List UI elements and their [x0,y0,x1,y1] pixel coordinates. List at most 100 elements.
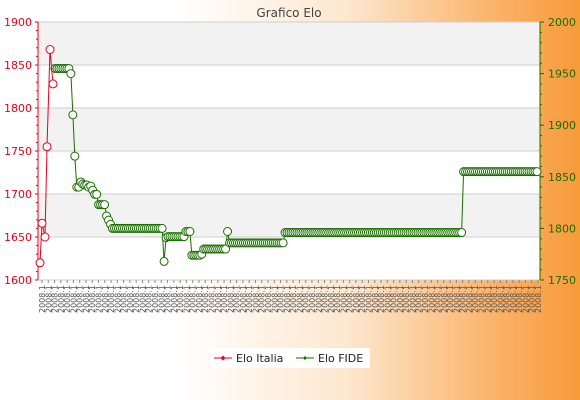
x-tick-label: 2008.1 [258,285,267,313]
fide-point [70,151,80,161]
italia-point [40,232,50,242]
x-tick-label: 2008.1 [440,285,449,313]
x-tick-label: 2008.1 [107,285,116,313]
right-axis: 1750 1800 1850 1900 1950 2000 [539,16,576,287]
x-tick-label: 2008.1 [346,285,355,313]
x-tick-label: 2008.1 [333,285,342,313]
x-tick-label: 2008.1 [509,285,518,313]
x-tick-label: 2008.1 [308,285,317,313]
italia-line [39,49,54,263]
italia-point [45,45,55,55]
x-tick-label: 2008.1 [251,285,260,313]
x-tick-label: 2008.1 [95,285,104,313]
x-tick-label: 2008.1 [396,285,405,313]
x-tick-label: 2008.1 [101,285,110,313]
x-tick-label: 2008.1 [415,285,424,313]
fide-point [223,226,233,236]
right-tick-label: 1750 [548,274,576,287]
x-tick-label: 2008.1 [189,285,198,313]
right-tick-label: 1800 [548,222,576,235]
fide-point [157,223,167,233]
x-tick-label: 2008.1 [515,285,524,313]
x-tick-label: 2008.1 [126,285,135,313]
x-tick-label: 2008.1 [496,285,505,313]
x-tick-label: 2008.1 [145,285,154,313]
x-tick-label: 2008.1 [44,285,53,313]
x-tick-label: 2008.1 [138,285,147,313]
left-tick-label: 1800 [4,102,32,115]
x-tick-label: 2008.1 [452,285,461,313]
legend-svg: Elo Italia Elo FIDE [214,352,363,365]
x-tick-label: 2008.1 [226,285,235,313]
left-tick-label: 1750 [4,145,32,158]
x-tick-label: 2008.1 [283,285,292,313]
x-tick-label: 2008.1 [51,285,60,313]
x-tick-label: 2008.1 [120,285,129,313]
right-tick-label: 1850 [548,171,576,184]
fide-point [66,69,76,79]
series-elo-fide [50,63,542,266]
x-tick-label: 2008.1 [170,285,179,313]
x-tick-label: 2008.1 [421,285,430,313]
x-tick-label: 2008.1 [295,285,304,313]
fide-point [185,226,195,236]
legend-label-fide: Elo FIDE [318,352,363,365]
x-tick-label: 2008.1 [277,285,286,313]
x-tick-label: 2008.1 [402,285,411,313]
legend-label-italia: Elo Italia [236,352,283,365]
chart-title: Grafico Elo [256,6,321,20]
x-tick-label: 2008.1 [352,285,361,313]
x-tick-label: 2008.1 [88,285,97,313]
fide-point [532,167,542,177]
fide-point [221,244,231,254]
x-tick-label: 2008.1 [239,285,248,313]
x-tick-label: 2008.1 [182,285,191,313]
x-tick-label: 2008.1 [132,285,141,313]
x-tick-label: 2008.1 [164,285,173,313]
italia-point [37,218,47,228]
x-tick-label: 2008.1 [314,285,323,313]
x-tick-labels: 2008.12008.12008.12008.12008.12008.12008… [38,280,543,313]
x-tick-label: 2008.1 [82,285,91,313]
x-tick-label: 2008.1 [214,285,223,313]
x-tick-label: 2008.1 [377,285,386,313]
x-tick-label: 2008.1 [245,285,254,313]
x-tick-label: 2008.1 [76,285,85,313]
x-tick-label: 2008.1 [339,285,348,313]
x-tick-label: 2008.1 [321,285,330,313]
x-tick-label: 2008.1 [490,285,499,313]
fide-point [68,110,78,120]
x-tick-label: 2008.1 [465,285,474,313]
x-tick-label: 2008.1 [477,285,486,313]
legend-marker-fide [303,356,307,360]
x-tick-label: 2008.1 [358,285,367,313]
right-tick-label: 1900 [548,119,576,132]
x-tick-label: 2008.1 [195,285,204,313]
x-tick-label: 2008.1 [69,285,78,313]
grid-band [38,22,540,65]
x-tick-label: 2008.1 [289,285,298,313]
right-tick-label: 2000 [548,16,576,29]
x-tick-label: 2008.1 [151,285,160,313]
x-tick-label: 2008.1 [383,285,392,313]
x-tick-label: 2008.1 [427,285,436,313]
x-tick-label: 2008.1 [208,285,217,313]
fide-point [159,256,169,266]
x-tick-label: 2008.1 [534,285,543,313]
grid-band [38,108,540,151]
x-tick-label: 2008.1 [38,285,47,313]
x-tick-label: 2008.1 [233,285,242,313]
x-tick-label: 2008.1 [201,285,210,313]
x-tick-label: 2008.1 [157,285,166,313]
x-tick-label: 2008.1 [264,285,273,313]
x-tick-label: 2008.1 [63,285,72,313]
fide-point [278,238,288,248]
fide-point [457,228,467,238]
x-tick-label: 2008.1 [390,285,399,313]
x-tick-label: 2008.1 [446,285,455,313]
italia-point [48,79,58,89]
right-tick-label: 1950 [548,68,576,81]
x-tick-label: 2008.1 [459,285,468,313]
